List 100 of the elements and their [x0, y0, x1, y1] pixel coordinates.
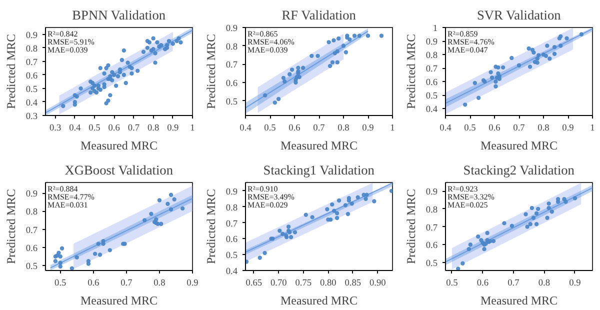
y-tick-label: 0.8	[226, 42, 238, 52]
x-axis-title: Measured MRC	[80, 138, 158, 152]
y-tick-label: 1	[432, 24, 438, 34]
y-tick-label: 0.7	[426, 223, 438, 234]
annotation: R²=0.859	[448, 30, 478, 38]
x-tick-label: 0.9	[562, 124, 574, 134]
y-tick-label: 0.3	[26, 112, 38, 122]
x-axis-title: Measured MRC	[480, 138, 558, 152]
annotation: RMSE=4.06%	[248, 38, 295, 46]
x-tick-label: 0.90	[369, 278, 386, 288]
y-tick-label: 0.9	[426, 188, 438, 198]
chart-title: XGBoost Validation	[64, 162, 174, 178]
annotation: MAE=0.039	[48, 46, 88, 54]
y-tick-label: 0.6	[26, 244, 38, 254]
y-tick-label: 0.8	[226, 203, 238, 214]
x-tick-label: 0.5	[264, 124, 276, 134]
annotation: RMSE=4.77%	[48, 192, 95, 202]
y-tick-label: 0.4	[426, 105, 438, 116]
y-tick-label: 0.8	[26, 44, 38, 54]
x-tick-label: 0.9	[167, 124, 180, 134]
annotation: R²=0.865	[248, 30, 278, 38]
y-axis-title: Predicted MRC	[404, 34, 418, 109]
x-tick-label: 1	[590, 124, 596, 134]
x-tick-label: 0.4	[440, 124, 452, 134]
x-tick-label: 0.8	[338, 124, 350, 134]
x-tick-label: 1	[390, 124, 396, 134]
x-axis-title: Measured MRC	[80, 294, 158, 308]
x-tick-label: 0.7	[313, 124, 326, 134]
annotation: MAE=0.029	[248, 200, 288, 210]
y-tick-label: 0.6	[426, 78, 438, 88]
chart-title: RF Validation	[282, 8, 356, 22]
y-tick-label: 0.6	[226, 79, 238, 89]
chart-title: Stacking1 Validation	[263, 162, 375, 178]
x-tick-label: 0.3	[49, 124, 62, 134]
x-tick-label: 0.4	[69, 124, 82, 134]
annotation: R²=0.923	[448, 184, 478, 194]
annotation: R²=0.842	[48, 30, 78, 38]
annotation: RMSE=4.76%	[448, 38, 495, 46]
x-tick-label: 0.85	[344, 278, 362, 288]
x-tick-label: 0.5	[88, 124, 101, 134]
y-axis-title: Predicted MRC	[4, 34, 18, 109]
y-tick-label: 0.5	[226, 251, 238, 262]
chart-title: SVR Validation	[476, 8, 562, 22]
chart-title: Stacking2 Validation	[463, 162, 575, 178]
annotation: MAE=0.039	[248, 46, 288, 54]
y-axis-title: Predicted MRC	[204, 34, 218, 109]
annotation: MAE=0.047	[448, 46, 488, 54]
annotation: R²=0.910	[248, 184, 278, 194]
x-tick-label: 0.6	[108, 124, 120, 134]
x-tick-label: 0.7	[513, 124, 526, 134]
y-tick-label: 0.8	[26, 208, 38, 218]
x-tick-label: 0.6	[488, 124, 501, 134]
y-tick-label: 0.6	[426, 241, 438, 252]
y-tick-label: 0.7	[426, 64, 438, 75]
x-tick-label: 0.5	[54, 278, 67, 288]
y-tick-label: 0.8	[426, 205, 438, 216]
chart-title: BPNN Validation	[72, 8, 166, 22]
y-tick-label: 0.5	[26, 84, 38, 95]
annotation: RMSE=3.49%	[248, 192, 295, 202]
x-tick-label: 0.8	[154, 278, 166, 288]
x-tick-label: 0.6	[88, 278, 100, 288]
x-axis-title: Measured MRC	[480, 294, 558, 308]
y-tick-label: 0.9	[26, 30, 38, 41]
annotation: MAE=0.031	[48, 200, 88, 210]
x-tick-label: 0.75	[295, 278, 312, 288]
y-tick-label: 0.9	[26, 190, 38, 200]
x-tick-label: 0.80	[320, 278, 337, 288]
y-tick-label: 0.7	[226, 219, 238, 230]
x-tick-label: 0.65	[246, 278, 262, 288]
y-axis-title: Predicted MRC	[4, 188, 18, 264]
x-tick-label: 0.8	[538, 124, 550, 134]
x-tick-label: 0.8	[147, 124, 160, 134]
x-tick-label: 0.7	[128, 124, 140, 134]
y-tick-label: 0.4	[226, 267, 238, 277]
y-tick-label: 0.9	[226, 187, 238, 198]
x-axis-title: Measured MRC	[280, 294, 358, 308]
y-axis-title: Predicted MRC	[404, 188, 418, 264]
x-tick-label: 0.70	[270, 278, 288, 288]
y-tick-label: 0.7	[226, 60, 238, 71]
y-axis-title: Predicted MRC	[204, 188, 218, 264]
y-tick-label: 0.5	[226, 97, 238, 108]
x-tick-label: 0.7	[508, 278, 520, 288]
x-tick-label: 1	[190, 124, 196, 134]
annotation: R²=0.884	[48, 184, 78, 194]
x-tick-label: 0.5	[446, 278, 458, 288]
x-tick-label: 0.7	[120, 278, 133, 288]
y-tick-label: 0.5	[426, 258, 438, 269]
x-tick-label: 0.4	[240, 124, 252, 134]
y-tick-label: 0.5	[426, 92, 438, 102]
y-tick-label: 0.7	[26, 226, 38, 236]
x-axis-title: Measured MRC	[280, 138, 358, 152]
x-tick-label: 0.5	[464, 124, 476, 134]
x-tick-label: 0.6	[476, 278, 489, 288]
y-tick-label: 0.5	[26, 262, 38, 272]
y-tick-label: 0.9	[226, 24, 238, 34]
y-tick-label: 0.8	[426, 51, 438, 62]
x-tick-label: 0.8	[538, 278, 550, 288]
x-tick-label: 0.9	[362, 124, 374, 134]
y-tick-label: 0.4	[26, 98, 38, 108]
y-tick-label: 0.7	[26, 58, 38, 68]
